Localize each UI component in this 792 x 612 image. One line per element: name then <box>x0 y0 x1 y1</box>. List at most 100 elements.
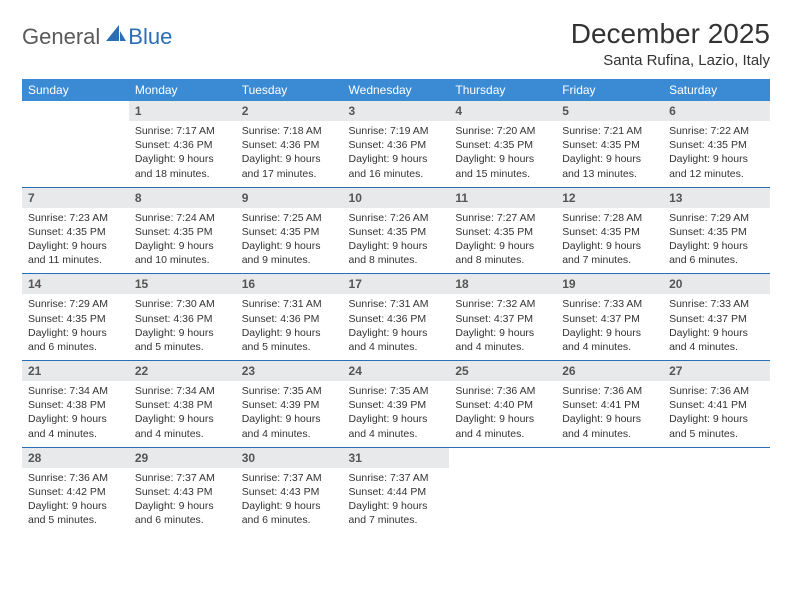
day-content: Sunrise: 7:31 AMSunset: 4:36 PMDaylight:… <box>236 294 343 360</box>
day-content: Sunrise: 7:36 AMSunset: 4:41 PMDaylight:… <box>556 381 663 447</box>
day-content: Sunrise: 7:27 AMSunset: 4:35 PMDaylight:… <box>449 208 556 274</box>
day-number: 10 <box>343 188 450 208</box>
calendar-cell: 5Sunrise: 7:21 AMSunset: 4:35 PMDaylight… <box>556 101 663 187</box>
weekday-header: Monday <box>129 79 236 101</box>
weekday-header: Thursday <box>449 79 556 101</box>
weekday-header: Sunday <box>22 79 129 101</box>
day-content: Sunrise: 7:30 AMSunset: 4:36 PMDaylight:… <box>129 294 236 360</box>
calendar-cell: 2Sunrise: 7:18 AMSunset: 4:36 PMDaylight… <box>236 101 343 187</box>
day-number: 24 <box>343 361 450 381</box>
day-number: 11 <box>449 188 556 208</box>
day-content: Sunrise: 7:35 AMSunset: 4:39 PMDaylight:… <box>343 381 450 447</box>
calendar-cell: 7Sunrise: 7:23 AMSunset: 4:35 PMDaylight… <box>22 187 129 274</box>
weekday-header: Tuesday <box>236 79 343 101</box>
day-content: Sunrise: 7:34 AMSunset: 4:38 PMDaylight:… <box>129 381 236 447</box>
day-number: 28 <box>22 448 129 468</box>
day-number: 27 <box>663 361 770 381</box>
calendar-cell: 14Sunrise: 7:29 AMSunset: 4:35 PMDayligh… <box>22 274 129 361</box>
day-number: 16 <box>236 274 343 294</box>
calendar-table: SundayMondayTuesdayWednesdayThursdayFrid… <box>22 79 770 533</box>
day-number: 22 <box>129 361 236 381</box>
day-content: Sunrise: 7:29 AMSunset: 4:35 PMDaylight:… <box>22 294 129 360</box>
weekday-header: Saturday <box>663 79 770 101</box>
calendar-cell <box>556 447 663 533</box>
day-content: Sunrise: 7:33 AMSunset: 4:37 PMDaylight:… <box>663 294 770 360</box>
calendar-cell: 20Sunrise: 7:33 AMSunset: 4:37 PMDayligh… <box>663 274 770 361</box>
day-content: Sunrise: 7:37 AMSunset: 4:43 PMDaylight:… <box>236 468 343 534</box>
day-content: Sunrise: 7:21 AMSunset: 4:35 PMDaylight:… <box>556 121 663 187</box>
day-number: 29 <box>129 448 236 468</box>
day-content: Sunrise: 7:37 AMSunset: 4:44 PMDaylight:… <box>343 468 450 534</box>
calendar-cell: 9Sunrise: 7:25 AMSunset: 4:35 PMDaylight… <box>236 187 343 274</box>
calendar-cell <box>663 447 770 533</box>
calendar-cell: 18Sunrise: 7:32 AMSunset: 4:37 PMDayligh… <box>449 274 556 361</box>
calendar-cell: 28Sunrise: 7:36 AMSunset: 4:42 PMDayligh… <box>22 447 129 533</box>
day-content: Sunrise: 7:23 AMSunset: 4:35 PMDaylight:… <box>22 208 129 274</box>
calendar-cell: 1Sunrise: 7:17 AMSunset: 4:36 PMDaylight… <box>129 101 236 187</box>
day-content: Sunrise: 7:25 AMSunset: 4:35 PMDaylight:… <box>236 208 343 274</box>
calendar-cell: 17Sunrise: 7:31 AMSunset: 4:36 PMDayligh… <box>343 274 450 361</box>
day-content: Sunrise: 7:20 AMSunset: 4:35 PMDaylight:… <box>449 121 556 187</box>
day-content: Sunrise: 7:19 AMSunset: 4:36 PMDaylight:… <box>343 121 450 187</box>
day-number: 12 <box>556 188 663 208</box>
day-number: 15 <box>129 274 236 294</box>
day-content: Sunrise: 7:36 AMSunset: 4:40 PMDaylight:… <box>449 381 556 447</box>
calendar-cell: 30Sunrise: 7:37 AMSunset: 4:43 PMDayligh… <box>236 447 343 533</box>
day-number: 20 <box>663 274 770 294</box>
weekday-header: Friday <box>556 79 663 101</box>
month-title: December 2025 <box>571 18 770 50</box>
calendar-cell: 12Sunrise: 7:28 AMSunset: 4:35 PMDayligh… <box>556 187 663 274</box>
calendar-row: 7Sunrise: 7:23 AMSunset: 4:35 PMDaylight… <box>22 187 770 274</box>
day-content: Sunrise: 7:34 AMSunset: 4:38 PMDaylight:… <box>22 381 129 447</box>
calendar-cell: 8Sunrise: 7:24 AMSunset: 4:35 PMDaylight… <box>129 187 236 274</box>
day-number: 14 <box>22 274 129 294</box>
day-number: 9 <box>236 188 343 208</box>
calendar-cell: 13Sunrise: 7:29 AMSunset: 4:35 PMDayligh… <box>663 187 770 274</box>
calendar-cell: 22Sunrise: 7:34 AMSunset: 4:38 PMDayligh… <box>129 361 236 448</box>
day-number: 13 <box>663 188 770 208</box>
weekday-header: Wednesday <box>343 79 450 101</box>
calendar-cell: 29Sunrise: 7:37 AMSunset: 4:43 PMDayligh… <box>129 447 236 533</box>
day-number: 25 <box>449 361 556 381</box>
calendar-row: 28Sunrise: 7:36 AMSunset: 4:42 PMDayligh… <box>22 447 770 533</box>
day-content: Sunrise: 7:26 AMSunset: 4:35 PMDaylight:… <box>343 208 450 274</box>
day-number: 4 <box>449 101 556 121</box>
day-content: Sunrise: 7:33 AMSunset: 4:37 PMDaylight:… <box>556 294 663 360</box>
day-number: 8 <box>129 188 236 208</box>
day-number: 6 <box>663 101 770 121</box>
day-content: Sunrise: 7:32 AMSunset: 4:37 PMDaylight:… <box>449 294 556 360</box>
day-number: 23 <box>236 361 343 381</box>
calendar-cell: 16Sunrise: 7:31 AMSunset: 4:36 PMDayligh… <box>236 274 343 361</box>
weekday-header-row: SundayMondayTuesdayWednesdayThursdayFrid… <box>22 79 770 101</box>
day-number: 1 <box>129 101 236 121</box>
day-number: 5 <box>556 101 663 121</box>
title-block: December 2025 Santa Rufina, Lazio, Italy <box>571 18 770 69</box>
day-content: Sunrise: 7:35 AMSunset: 4:39 PMDaylight:… <box>236 381 343 447</box>
day-content: Sunrise: 7:36 AMSunset: 4:42 PMDaylight:… <box>22 468 129 534</box>
logo-text-blue: Blue <box>128 24 172 50</box>
calendar-cell: 6Sunrise: 7:22 AMSunset: 4:35 PMDaylight… <box>663 101 770 187</box>
day-number: 31 <box>343 448 450 468</box>
day-content: Sunrise: 7:37 AMSunset: 4:43 PMDaylight:… <box>129 468 236 534</box>
header: General Blue December 2025 Santa Rufina,… <box>22 18 770 69</box>
calendar-body: 1Sunrise: 7:17 AMSunset: 4:36 PMDaylight… <box>22 101 770 533</box>
day-content: Sunrise: 7:31 AMSunset: 4:36 PMDaylight:… <box>343 294 450 360</box>
calendar-cell: 31Sunrise: 7:37 AMSunset: 4:44 PMDayligh… <box>343 447 450 533</box>
logo: General Blue <box>22 18 172 50</box>
day-number: 30 <box>236 448 343 468</box>
location: Santa Rufina, Lazio, Italy <box>571 52 770 69</box>
calendar-cell: 24Sunrise: 7:35 AMSunset: 4:39 PMDayligh… <box>343 361 450 448</box>
calendar-cell: 15Sunrise: 7:30 AMSunset: 4:36 PMDayligh… <box>129 274 236 361</box>
day-number: 18 <box>449 274 556 294</box>
day-number: 21 <box>22 361 129 381</box>
calendar-cell: 11Sunrise: 7:27 AMSunset: 4:35 PMDayligh… <box>449 187 556 274</box>
calendar-cell: 3Sunrise: 7:19 AMSunset: 4:36 PMDaylight… <box>343 101 450 187</box>
day-number: 3 <box>343 101 450 121</box>
calendar-row: 14Sunrise: 7:29 AMSunset: 4:35 PMDayligh… <box>22 274 770 361</box>
calendar-cell: 4Sunrise: 7:20 AMSunset: 4:35 PMDaylight… <box>449 101 556 187</box>
day-number: 17 <box>343 274 450 294</box>
day-content: Sunrise: 7:22 AMSunset: 4:35 PMDaylight:… <box>663 121 770 187</box>
calendar-cell: 21Sunrise: 7:34 AMSunset: 4:38 PMDayligh… <box>22 361 129 448</box>
calendar-cell: 23Sunrise: 7:35 AMSunset: 4:39 PMDayligh… <box>236 361 343 448</box>
day-content: Sunrise: 7:17 AMSunset: 4:36 PMDaylight:… <box>129 121 236 187</box>
